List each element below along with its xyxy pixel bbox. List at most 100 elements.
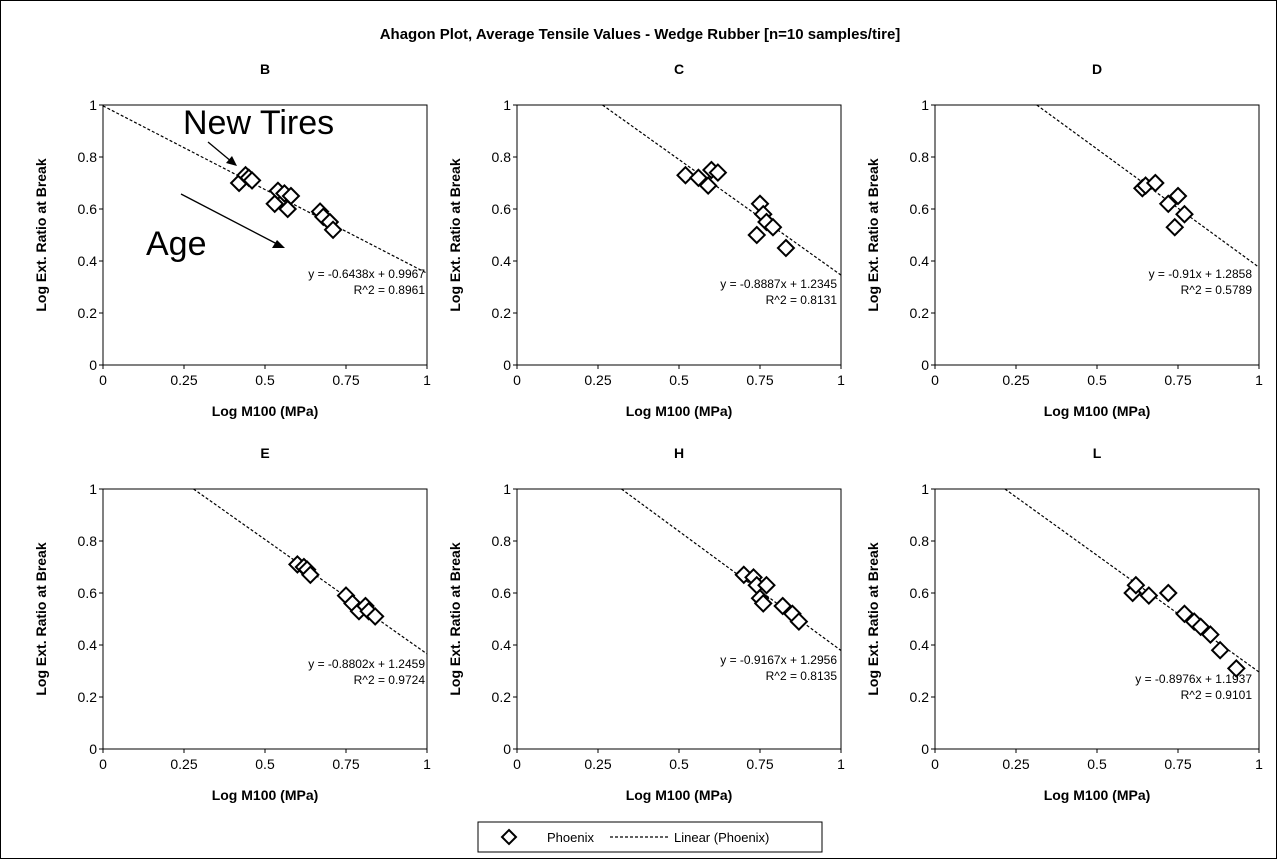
trend-r-squared: R^2 = 0.9724 bbox=[354, 673, 426, 687]
plot-area bbox=[516, 104, 842, 366]
data-point bbox=[1191, 617, 1211, 637]
plot-area bbox=[516, 488, 842, 750]
panel-title: D bbox=[1092, 61, 1102, 77]
panel-title: L bbox=[1093, 445, 1102, 461]
data-point bbox=[776, 238, 796, 258]
panel-title: C bbox=[674, 61, 684, 77]
trend-r-squared: R^2 = 0.9101 bbox=[1181, 688, 1253, 702]
x-tick-label: 0 bbox=[513, 372, 521, 388]
trend-r-squared: R^2 = 0.5789 bbox=[1181, 283, 1253, 297]
data-point bbox=[676, 165, 695, 185]
x-tick-label: 0 bbox=[931, 756, 939, 772]
y-tick-label: 0 bbox=[503, 357, 511, 373]
y-tick-label: 0.8 bbox=[492, 533, 512, 549]
panel-c: C 0 0.2 0.4 0.6 0.8 1 0 0.25 0.5 0.75 1 Log M100 (MP… bbox=[447, 61, 845, 419]
x-tick-label: 0.25 bbox=[584, 756, 611, 772]
data-point bbox=[757, 575, 776, 595]
chart-title: Ahagon Plot, Average Tensile Values - We… bbox=[380, 26, 901, 43]
x-tick-label: 1 bbox=[423, 372, 431, 388]
plot-area bbox=[102, 104, 428, 366]
y-tick-label: 1 bbox=[921, 97, 929, 113]
x-tick-label: 0.75 bbox=[332, 372, 359, 388]
data-point bbox=[753, 593, 773, 613]
y-tick-label: 0.8 bbox=[910, 533, 930, 549]
y-tick-label: 0.4 bbox=[492, 637, 512, 653]
x-tick-label: 0.5 bbox=[669, 756, 689, 772]
x-axis-label: Log M100 (MPa) bbox=[212, 403, 319, 419]
data-point bbox=[1210, 640, 1230, 660]
x-axis-label: Log M100 (MPa) bbox=[1044, 403, 1151, 419]
new-tires-arrowhead bbox=[226, 156, 237, 166]
y-tick-label: 0.8 bbox=[78, 149, 98, 165]
trend-line bbox=[102, 105, 428, 274]
plot-area bbox=[934, 488, 1260, 750]
y-axis-label: Log Ext. Ratio at Break bbox=[447, 158, 463, 311]
y-tick-label: 0.6 bbox=[492, 201, 512, 217]
x-tick-label: 0 bbox=[513, 756, 521, 772]
y-axis-label: Log Ext. Ratio at Break bbox=[447, 542, 463, 695]
data-point bbox=[265, 194, 285, 214]
new-tires-arrow bbox=[207, 141, 233, 163]
data-point bbox=[1139, 586, 1159, 606]
data-point bbox=[242, 170, 262, 190]
y-tick-label: 0.2 bbox=[910, 689, 930, 705]
panel-e: E 0 0.2 0.4 0.6 0.8 1 0 0.25 0.5 0.75 1 Log M100 (MP… bbox=[33, 445, 431, 803]
data-point bbox=[747, 225, 767, 245]
panel-title: B bbox=[260, 61, 270, 77]
x-tick-label: 1 bbox=[837, 372, 845, 388]
y-tick-label: 0.8 bbox=[910, 149, 930, 165]
trend-equation: y = -0.8802x + 1.2459 bbox=[308, 657, 425, 671]
y-axis-label: Log Ext. Ratio at Break bbox=[865, 542, 881, 695]
y-tick-label: 0.8 bbox=[492, 149, 512, 165]
x-axis-label: Log M100 (MPa) bbox=[626, 787, 733, 803]
data-point bbox=[1145, 173, 1165, 193]
panel-b: B 0 0.2 0.4 0.6 0.8 1 0 0.25 0.5 0.75 1 Log M100 (MP… bbox=[33, 61, 431, 419]
data-point bbox=[1158, 194, 1178, 214]
y-tick-label: 0.2 bbox=[492, 689, 512, 705]
data-point bbox=[789, 612, 809, 632]
legend-diamond-marker bbox=[500, 828, 518, 846]
y-tick-label: 0.6 bbox=[78, 201, 98, 217]
x-tick-label: 0.75 bbox=[746, 756, 773, 772]
y-axis-label: Log Ext. Ratio at Break bbox=[33, 542, 49, 695]
data-point bbox=[1126, 575, 1146, 595]
y-tick-label: 0.4 bbox=[78, 253, 98, 269]
x-tick-label: 0.5 bbox=[255, 756, 275, 772]
data-point bbox=[323, 220, 343, 240]
x-tick-label: 0.75 bbox=[1164, 756, 1191, 772]
x-axis-label: Log M100 (MPa) bbox=[1044, 787, 1151, 803]
trend-equation: y = -0.9167x + 1.2956 bbox=[720, 653, 837, 667]
x-tick-label: 1 bbox=[837, 756, 845, 772]
panel-l: L 0 0.2 0.4 0.6 0.8 1 0 0.25 0.5 0.75 1 Log M100 (MP… bbox=[865, 445, 1263, 803]
y-tick-label: 0.2 bbox=[492, 305, 512, 321]
y-tick-label: 0 bbox=[89, 357, 97, 373]
data-point bbox=[1158, 583, 1178, 603]
x-tick-label: 0.25 bbox=[584, 372, 611, 388]
y-tick-label: 1 bbox=[503, 481, 511, 497]
data-point bbox=[281, 186, 301, 206]
y-tick-label: 0 bbox=[89, 741, 97, 757]
y-tick-label: 0.6 bbox=[78, 585, 98, 601]
y-axis-label: Log Ext. Ratio at Break bbox=[33, 158, 49, 311]
x-tick-label: 0.5 bbox=[669, 372, 689, 388]
age-arrow bbox=[180, 193, 280, 246]
legend-label-linear: Linear (Phoenix) bbox=[674, 830, 769, 845]
x-axis-label: Log M100 (MPa) bbox=[626, 403, 733, 419]
x-tick-label: 0.5 bbox=[255, 372, 275, 388]
trend-equation: y = -0.8976x + 1.1937 bbox=[1135, 672, 1252, 686]
y-tick-label: 0.6 bbox=[910, 201, 930, 217]
data-point bbox=[698, 176, 718, 196]
data-point bbox=[1200, 625, 1220, 645]
y-tick-label: 0.8 bbox=[78, 533, 98, 549]
x-tick-label: 0.75 bbox=[746, 372, 773, 388]
data-point bbox=[773, 596, 793, 616]
y-tick-label: 0.4 bbox=[492, 253, 512, 269]
annotation-age: Age bbox=[146, 225, 207, 263]
data-point bbox=[278, 199, 298, 219]
data-point bbox=[1175, 204, 1194, 224]
x-tick-label: 0.25 bbox=[1002, 756, 1029, 772]
trend-equation: y = -0.91x + 1.2858 bbox=[1149, 267, 1253, 281]
x-tick-label: 0.25 bbox=[1002, 372, 1029, 388]
x-tick-label: 0 bbox=[931, 372, 939, 388]
data-point bbox=[365, 606, 385, 626]
